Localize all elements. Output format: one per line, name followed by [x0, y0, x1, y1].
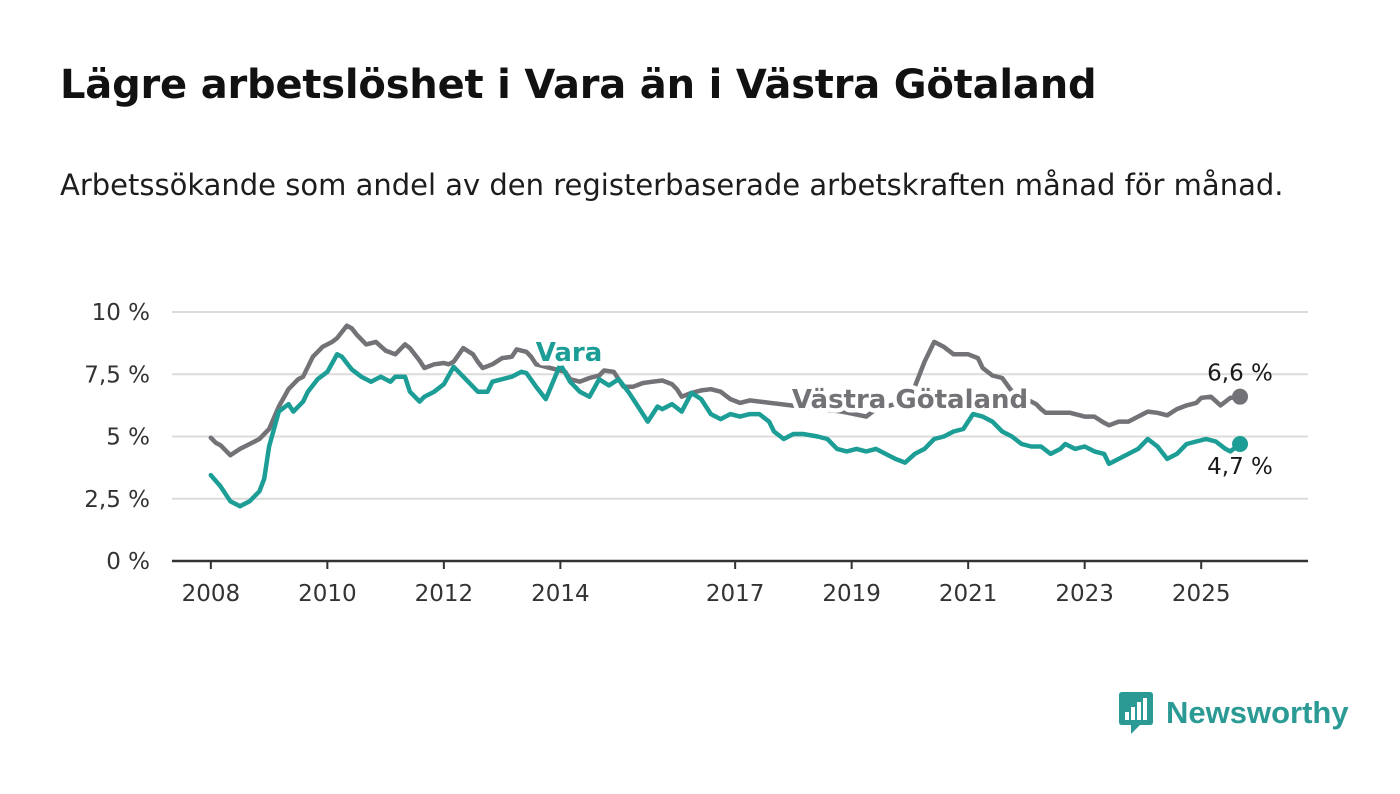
chart-subtitle: Arbetssökande som andel av den registerb…: [60, 168, 1284, 202]
series-line-vastra-gotaland: [208, 323, 1243, 458]
x-tick-label: 2012: [415, 581, 474, 607]
x-tick-label: 2014: [531, 581, 590, 607]
bar-chart-speech-bubble-icon: [1119, 692, 1153, 734]
y-tick-label: 2,5 %: [84, 487, 150, 513]
y-tick-label: 0 %: [106, 549, 150, 575]
y-tick-label: 10 %: [92, 300, 150, 326]
end-dot-vastra-gotaland: [1232, 388, 1249, 405]
x-tick-label: 2010: [298, 581, 357, 607]
end-dot-vara: [1232, 435, 1249, 452]
x-tick-label: 2019: [822, 581, 881, 607]
end-label-vara: 4,7 %: [1207, 454, 1273, 480]
y-tick-label: 7,5 %: [84, 362, 150, 388]
x-tick-label: 2023: [1055, 581, 1114, 607]
x-tick-label: 2017: [706, 581, 765, 607]
y-tick-label: 5 %: [106, 425, 150, 451]
x-tick-label: 2008: [182, 581, 241, 607]
end-label-vastra-gotaland: 6,6 %: [1207, 361, 1273, 387]
series-label-vara: Vara: [536, 338, 603, 368]
newsworthy-logo[interactable]: Newsworthy: [1118, 690, 1349, 736]
chart-title: Lägre arbetslöshet i Vara än i Västra Gö…: [60, 62, 1097, 108]
series-label-vastra-gotaland: Västra Götaland: [792, 385, 1028, 415]
logo-text: Newsworthy: [1166, 695, 1349, 730]
x-tick-label: 2021: [939, 581, 998, 607]
x-tick-label: 2025: [1172, 581, 1231, 607]
series-line-vara: [208, 352, 1243, 509]
